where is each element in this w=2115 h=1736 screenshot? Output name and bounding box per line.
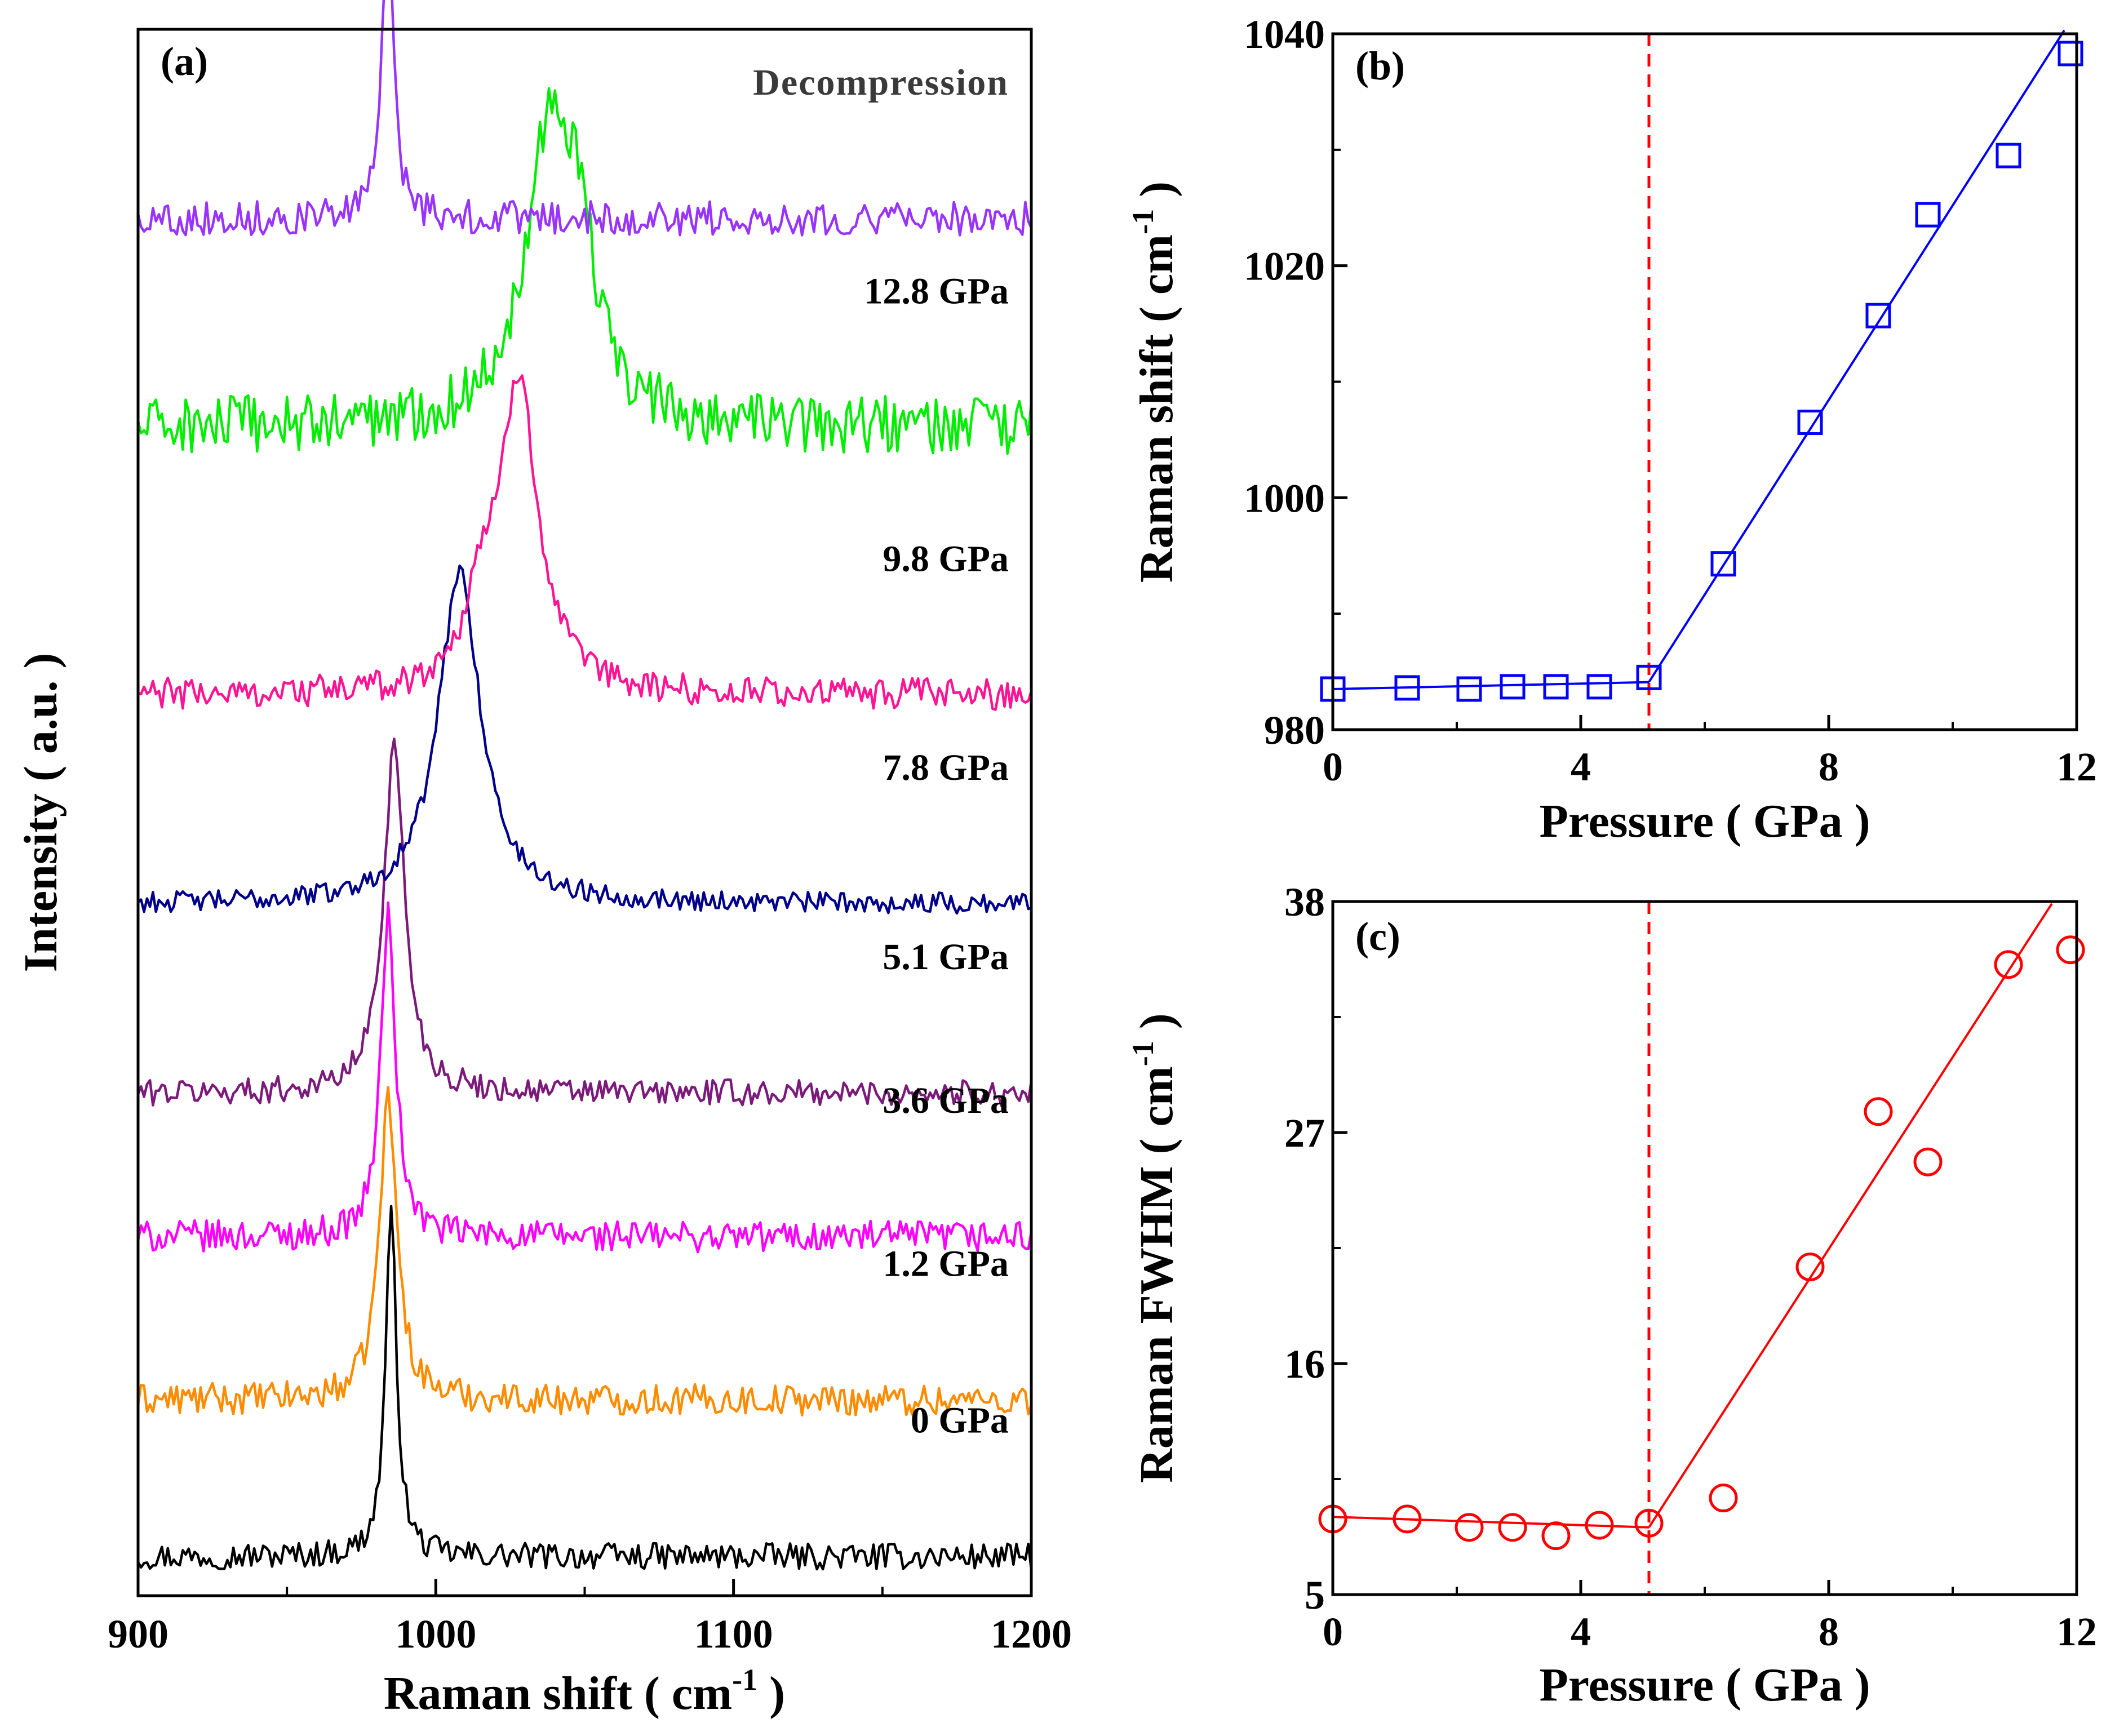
panel-label-a: (a) — [161, 39, 208, 84]
data-point — [1394, 675, 1420, 701]
panel-label-b: (b) — [1355, 43, 1405, 88]
y-tick-label: 1020 — [1244, 244, 1325, 289]
spectrum-label: 5.1 GPa — [883, 936, 1009, 978]
data-point — [1996, 143, 2021, 168]
data-point — [1864, 1097, 1893, 1126]
x-tick-label: 1200 — [991, 1611, 1072, 1657]
data-point — [1915, 202, 1941, 228]
data-point — [1709, 1484, 1738, 1513]
x-axis-title-c: Pressure ( GPa ) — [1539, 1659, 1870, 1711]
data-point — [1795, 1253, 1825, 1282]
x-axis-ticks-a: 900 1000 1100 1200 — [108, 1579, 1072, 1657]
data-point — [1543, 674, 1569, 700]
data-point — [1456, 676, 1482, 702]
axis-ticks-c: 0 4 8 12 5 16 27 38 — [1284, 880, 2097, 1654]
spectrum-labels: 0 GPa 1.2 GPa 3.6 GPa 5.1 GPa 7.8 GPa 9.8 GPa… — [753, 62, 1009, 1441]
y-tick-label: 16 — [1284, 1342, 1325, 1387]
y-tick-label: 27 — [1284, 1111, 1325, 1156]
data-point — [2056, 935, 2085, 965]
x-tick-label: 8 — [1819, 744, 1839, 789]
panel-c-raman-fwhm: 0 4 8 12 5 16 27 38 (c) Pressure ( GPa ) Raman … — [1126, 880, 2097, 1711]
data-point — [1393, 1504, 1422, 1534]
fit-line — [1648, 29, 2065, 683]
spectrum-label: 3.6 GPa — [883, 1080, 1009, 1121]
x-tick-label: 900 — [108, 1611, 169, 1657]
panel-a-spectra: 0 GPa 1.2 GPa 3.6 GPa 5.1 GPa 7.8 GPa 9.8 GPa… — [15, 0, 1072, 1720]
spectrum-7-8-gpa — [137, 564, 1032, 915]
data-point — [1585, 1511, 1614, 1540]
spectrum-3-6-gpa — [136, 901, 1033, 1254]
data-point — [1797, 410, 1823, 436]
panel-c-data — [1318, 902, 2085, 1595]
data-point — [1636, 664, 1662, 690]
x-tick-label: 4 — [1571, 744, 1591, 789]
x-tick-label: 1100 — [694, 1611, 773, 1657]
x-tick-label: 0 — [1323, 1609, 1343, 1654]
data-point — [1994, 950, 2023, 979]
data-point — [1455, 1513, 1484, 1542]
y-tick-label: 5 — [1305, 1573, 1325, 1618]
fit-line — [1648, 903, 2053, 1528]
x-tick-label: 0 — [1323, 744, 1343, 789]
plot-frame-c — [1331, 900, 2078, 1596]
data-point — [2058, 41, 2083, 66]
y-tick-label: 1040 — [1244, 12, 1325, 57]
y-axis-title-b: Raman shift ( cm-1 ) — [1126, 181, 1183, 583]
panel-b-data — [1320, 29, 2083, 730]
spectrum-decompression — [136, 0, 1033, 237]
panel-b-raman-shift: 0 4 8 12 980 1000 1020 1040 (b) Pressure ( GPa … — [1126, 12, 2097, 847]
spectrum-0-gpa — [137, 1205, 1033, 1571]
data-point — [1634, 1508, 1664, 1538]
data-point — [1710, 551, 1736, 577]
spectra-curves — [136, 0, 1033, 1571]
data-point — [1586, 674, 1612, 700]
spectrum-label: 1.2 GPa — [883, 1243, 1009, 1284]
data-point — [1865, 303, 1891, 328]
spectrum-label: Decompression — [753, 62, 1009, 103]
spectrum-label: 12.8 GPa — [864, 271, 1009, 312]
fit-line — [1332, 681, 1650, 690]
plot-frame-a — [136, 28, 1033, 1597]
plot-frame-b — [1331, 32, 2078, 731]
data-point — [1541, 1521, 1571, 1551]
panel-label-c: (c) — [1355, 914, 1400, 959]
axis-ticks-b: 0 4 8 12 980 1000 1020 1040 — [1244, 12, 2097, 789]
spectrum-9-8-gpa — [138, 374, 1033, 711]
y-tick-label: 980 — [1264, 708, 1325, 753]
x-tick-label: 1000 — [395, 1611, 476, 1657]
spectrum-label: 7.8 GPa — [883, 747, 1009, 788]
spectrum-12-8-gpa — [136, 87, 1033, 455]
data-point — [1500, 674, 1526, 700]
spectrum-1-2-gpa — [136, 1086, 1033, 1417]
x-tick-label: 12 — [2056, 1609, 2097, 1654]
x-axis-title-b: Pressure ( GPa ) — [1539, 795, 1870, 847]
y-axis-title-a: Intensity ( a.u. ) — [15, 652, 67, 972]
spectrum-label: 0 GPa — [911, 1400, 1009, 1441]
spectrum-5-1-gpa — [136, 737, 1033, 1108]
data-point — [1498, 1513, 1527, 1542]
x-tick-label: 8 — [1819, 1609, 1839, 1654]
x-tick-label: 4 — [1571, 1609, 1591, 1654]
spectrum-label: 9.8 GPa — [883, 538, 1009, 579]
y-tick-label: 1000 — [1244, 476, 1325, 521]
y-axis-title-c: Raman FWHM ( cm-1 ) — [1126, 1013, 1183, 1482]
data-point — [1913, 1147, 1943, 1176]
fit-line — [1332, 1516, 1650, 1529]
y-tick-label: 38 — [1284, 880, 1325, 925]
x-tick-label: 12 — [2056, 744, 2097, 789]
x-axis-title-a: Raman shift ( cm-1 ) — [384, 1663, 785, 1720]
